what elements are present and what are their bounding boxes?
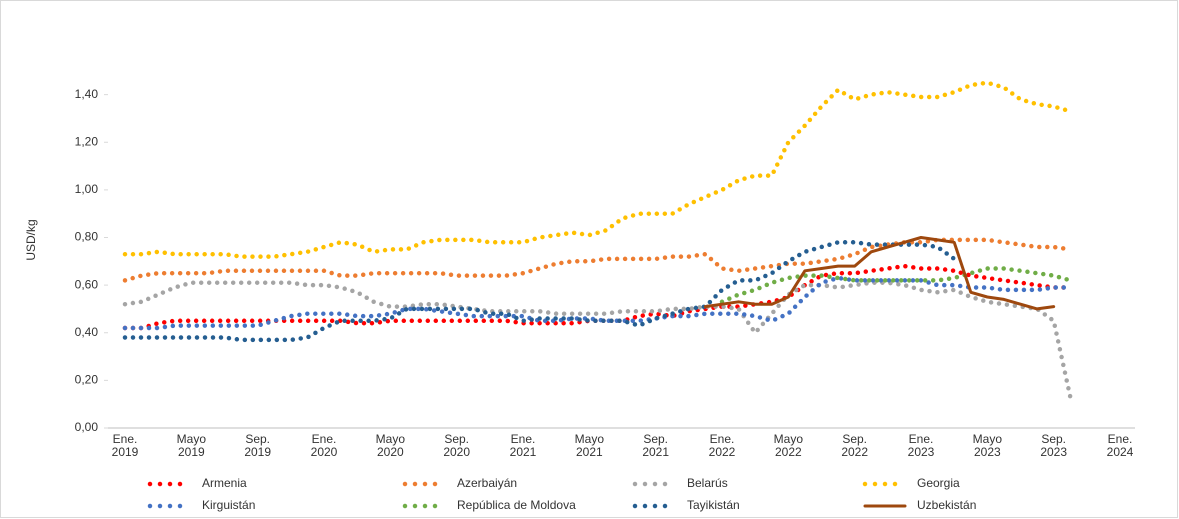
x-tick-label: Mayo 2022: [774, 432, 804, 459]
y-tick-label: 1,00: [75, 182, 99, 196]
y-tick-label: 1,20: [75, 134, 99, 148]
y-tick-label: 1,40: [75, 87, 99, 101]
x-tick-label: Sep. 2020: [443, 432, 470, 459]
legend-label: Azerbaiyán: [457, 476, 517, 490]
y-tick-label: 0,20: [75, 373, 99, 387]
x-tick-label: Mayo 2021: [575, 432, 605, 459]
series-line: [122, 237, 1073, 283]
x-tick-label: Ene. 2022: [709, 432, 736, 459]
x-tick-label: Ene. 2024: [1107, 432, 1134, 459]
x-tick-label: Ene. 2021: [510, 432, 537, 459]
legend-label: Uzbekistán: [917, 498, 976, 512]
legend-label: Kirguistán: [202, 498, 255, 512]
x-tick-label: Mayo 2020: [376, 432, 406, 459]
series-line: [122, 240, 957, 343]
legend-label: Tayikistán: [687, 498, 740, 512]
y-tick-label: 0,00: [75, 420, 99, 434]
x-tick-label: Ene. 2023: [908, 432, 935, 459]
x-tick-label: Sep. 2019: [244, 432, 271, 459]
x-tick-label: Mayo 2019: [177, 432, 207, 459]
x-tick-label: Mayo 2023: [973, 432, 1003, 459]
legend-label: Georgia: [917, 476, 960, 490]
legend-label: Armenia: [202, 476, 247, 490]
x-tick-label: Sep. 2021: [642, 432, 669, 459]
x-tick-label: Sep. 2023: [1040, 432, 1067, 459]
y-tick-label: 0,60: [75, 277, 99, 291]
series-line: [122, 280, 1073, 400]
y-axis-label: USD/kg: [24, 219, 38, 260]
x-tick-label: Ene. 2020: [311, 432, 338, 459]
y-tick-label: 0,40: [75, 325, 99, 339]
series-line: [719, 266, 1073, 305]
series-line: [122, 80, 1073, 259]
x-tick-label: Ene. 2019: [112, 432, 139, 459]
y-tick-label: 0,80: [75, 230, 99, 244]
series-line: [122, 275, 1073, 331]
x-tick-label: Sep. 2022: [841, 432, 868, 459]
legend-label: República de Moldova: [457, 498, 576, 512]
legend-label: Belarús: [687, 476, 728, 490]
series-line: [703, 236, 1056, 311]
